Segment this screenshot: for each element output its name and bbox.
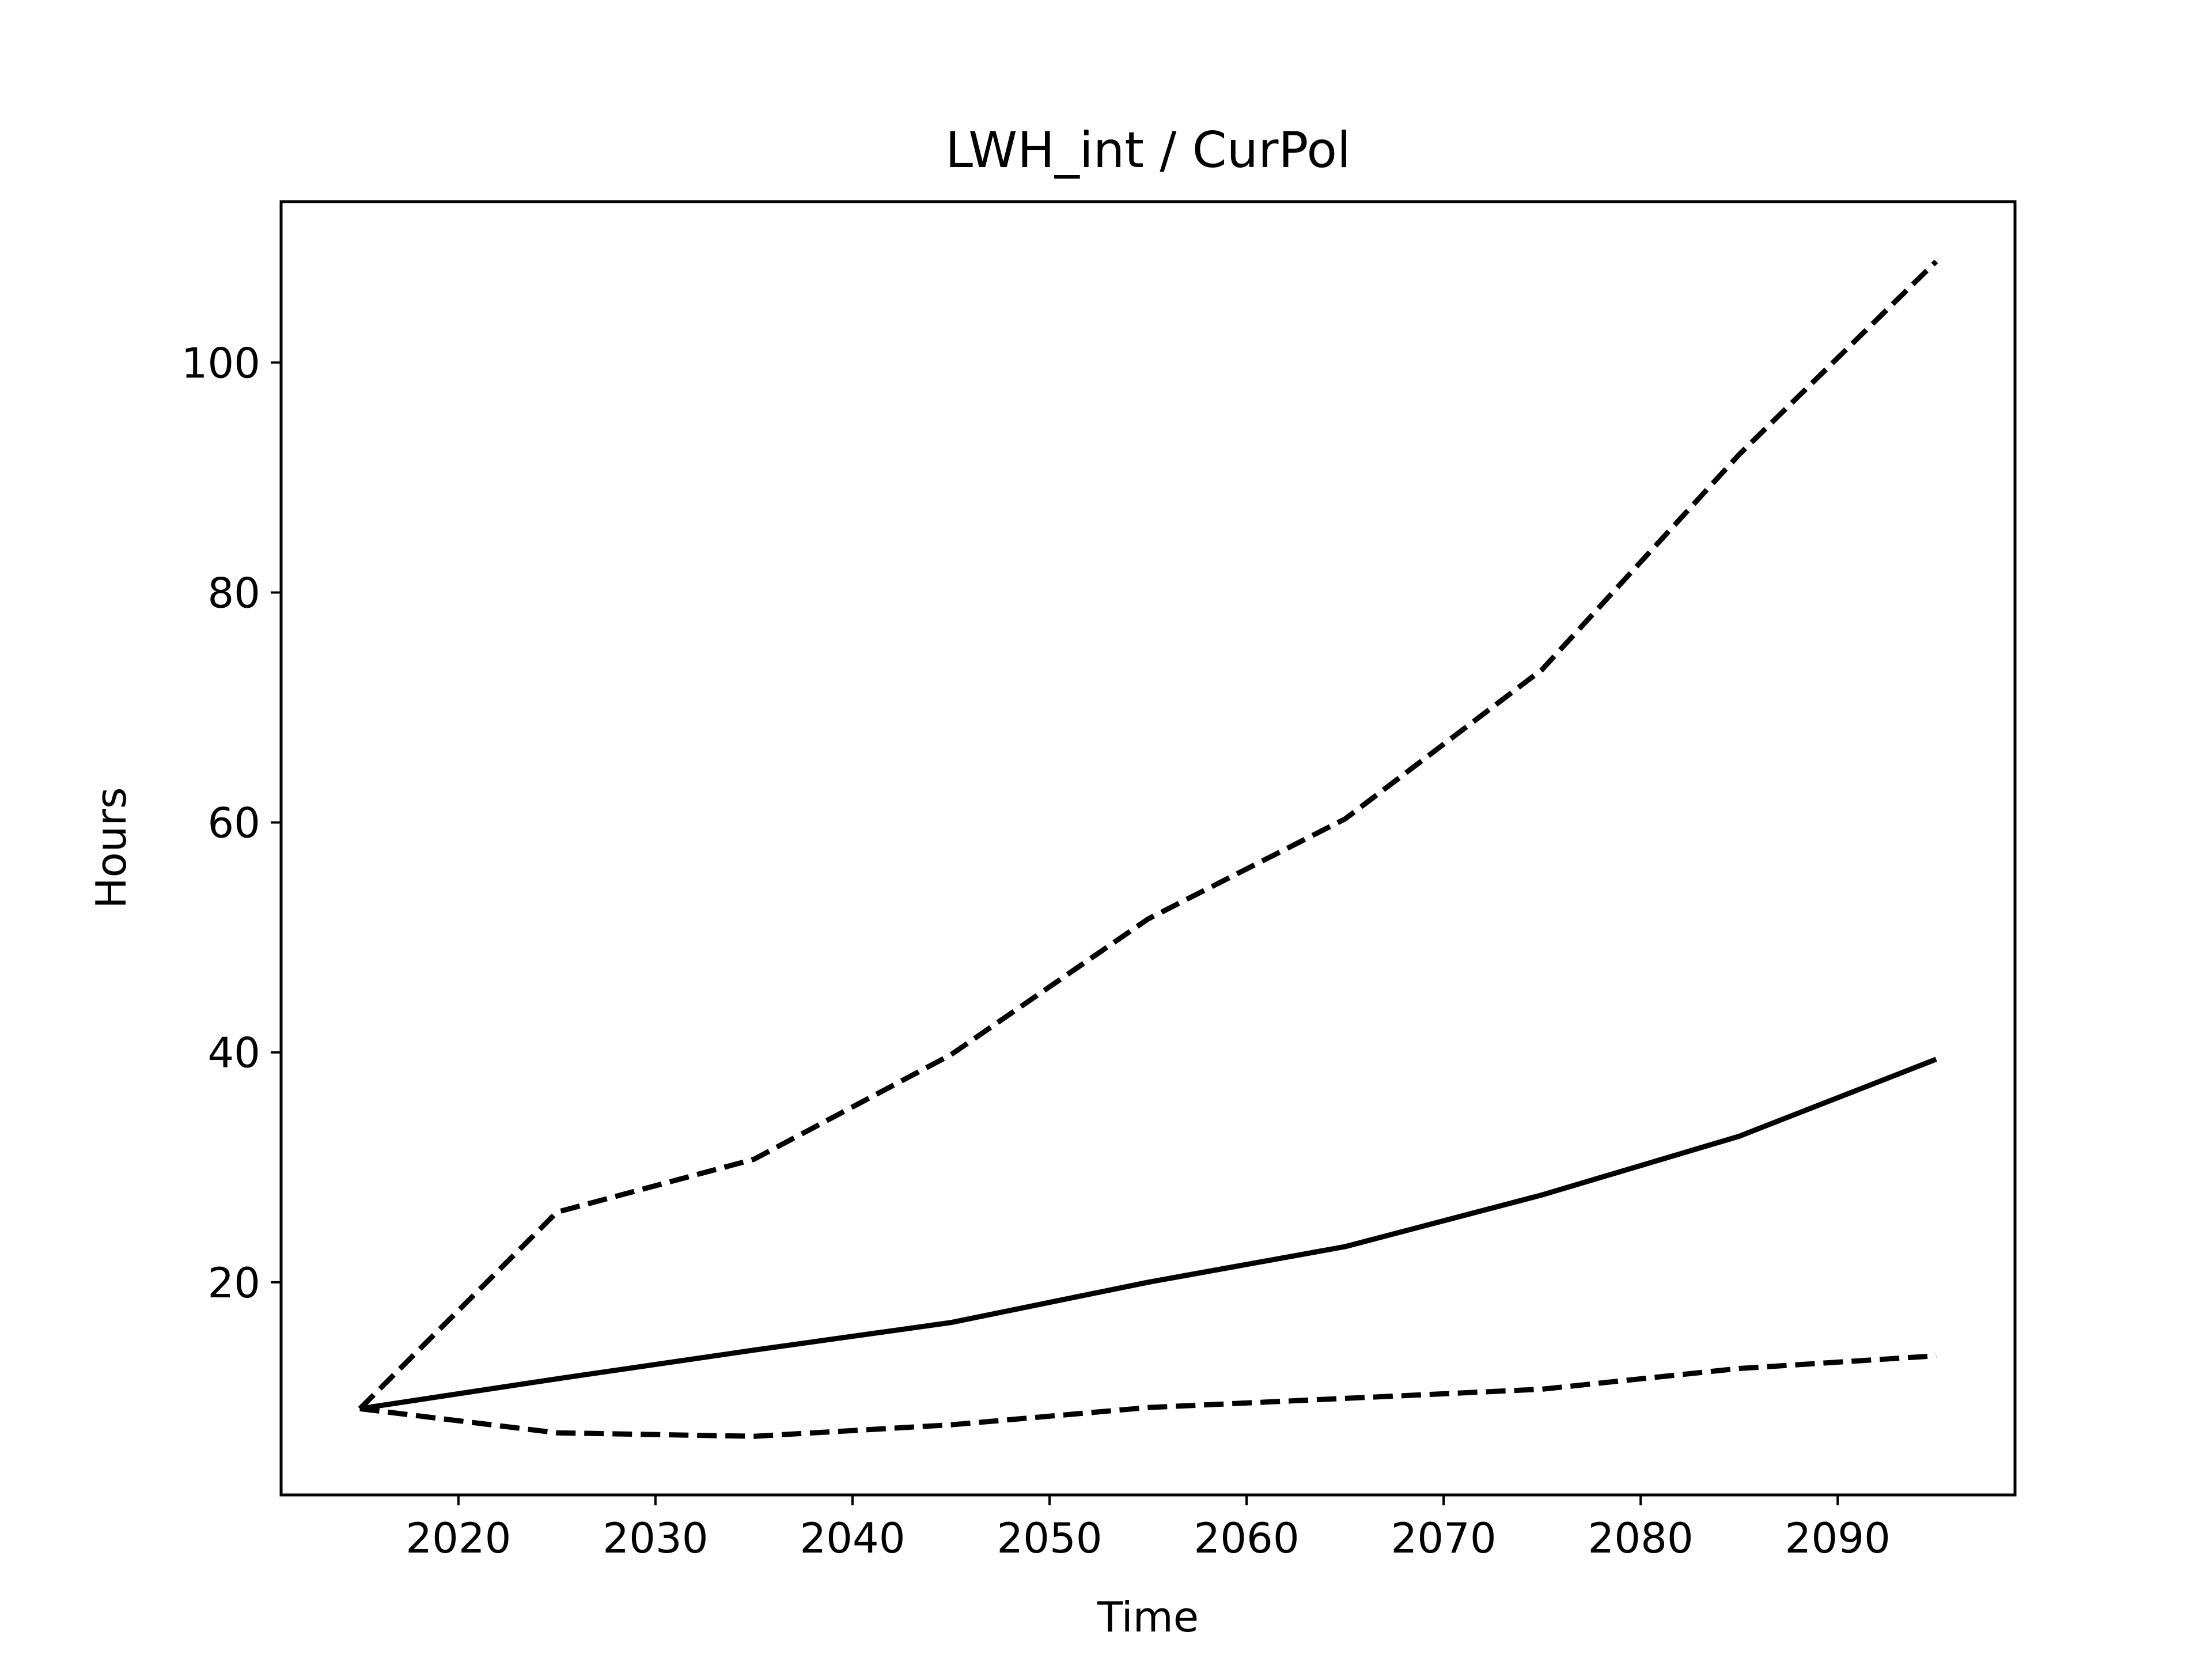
x-tick-label: 2050 (997, 1514, 1102, 1562)
x-tick-label: 2030 (603, 1514, 708, 1562)
series-line-1-solid (359, 1057, 1937, 1411)
y-tick-label: 80 (207, 569, 260, 617)
x-tick-label: 2090 (1785, 1514, 1891, 1562)
y-tick-label: 100 (181, 339, 260, 387)
x-tick-label: 2080 (1588, 1514, 1693, 1562)
series-line-2-dashed (358, 259, 1938, 1411)
chart-title: LWH_int / CurPol (945, 122, 1351, 179)
x-axis-label: Time (1097, 1593, 1199, 1641)
x-tick-label: 2060 (1194, 1514, 1299, 1562)
x-tick-label: 2020 (406, 1514, 511, 1562)
y-tick-label: 60 (207, 799, 260, 847)
x-tick-label: 2070 (1391, 1514, 1496, 1562)
y-tick-label: 40 (207, 1029, 260, 1077)
x-tick-label: 2040 (800, 1514, 905, 1562)
x-axis-ticks: 2020 2030 2040 2050 2060 2070 2080 2090 (406, 1495, 1891, 1562)
y-axis-ticks: 20 40 60 80 100 (181, 339, 281, 1307)
plot-lines (358, 259, 1938, 1439)
y-tick-label: 20 (207, 1259, 260, 1307)
y-axis-label: Hours (87, 788, 135, 909)
series-line-3-dashed (359, 1353, 1937, 1439)
plot-area-frame (279, 200, 2017, 1497)
